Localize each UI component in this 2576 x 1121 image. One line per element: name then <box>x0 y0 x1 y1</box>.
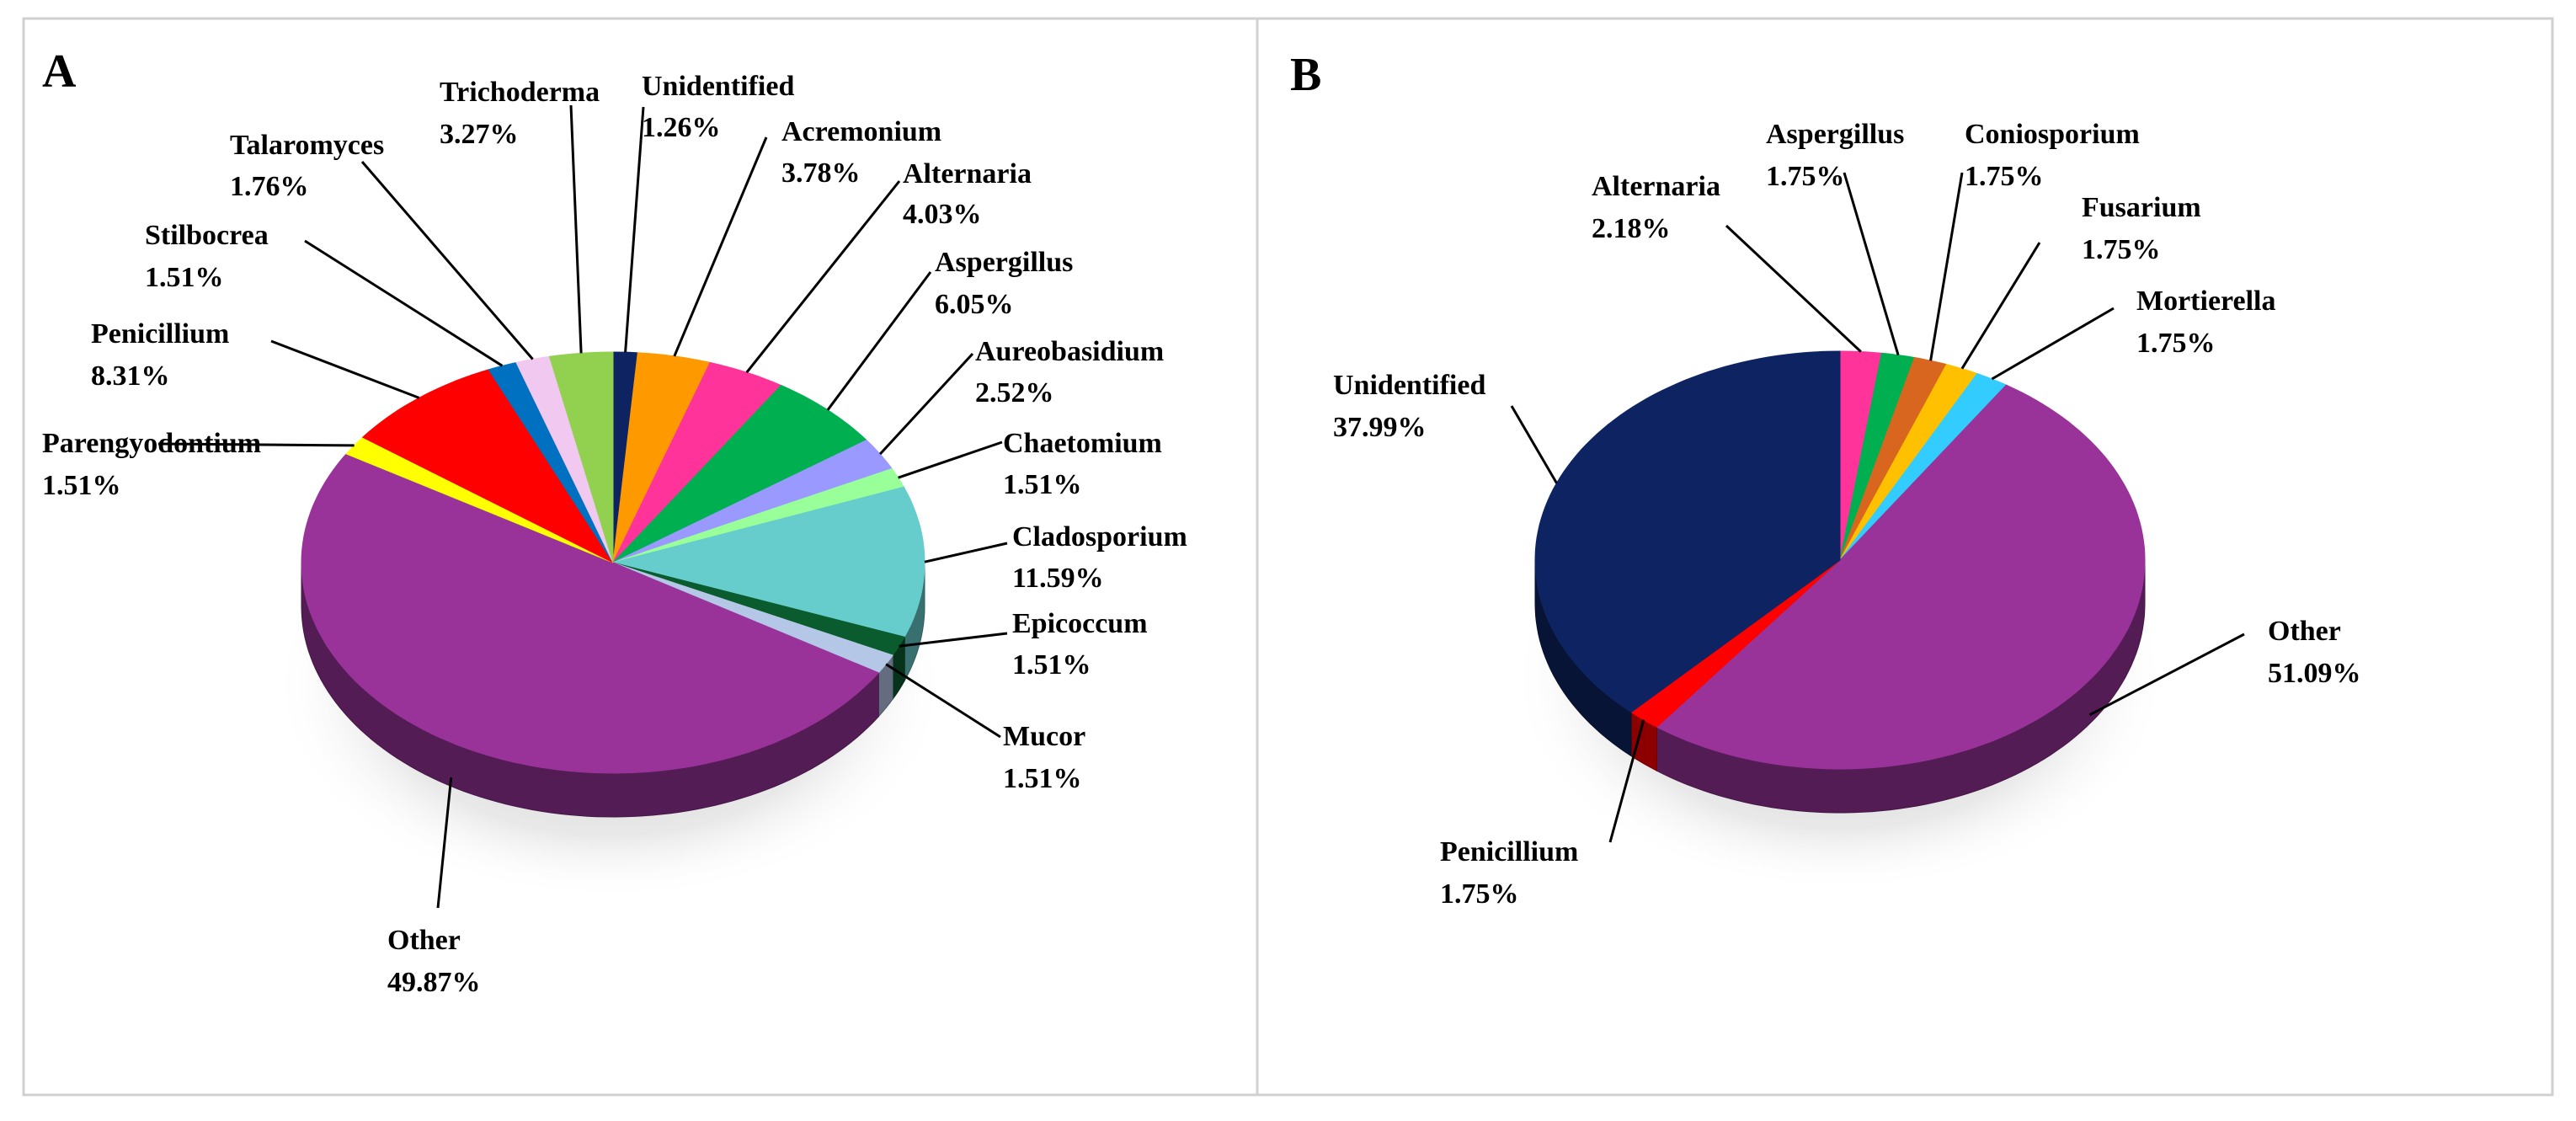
label-a-parengyodontium-name: Parengyodontium <box>42 428 261 459</box>
leader-a-aspergillus <box>826 271 932 411</box>
label-a-aureobasidium-name: Aureobasidium <box>975 336 1164 367</box>
label-a-aspergillus-pct: 6.05% <box>935 289 1014 320</box>
label-b-unidentified-name: Unidentified <box>1333 370 1485 401</box>
pie-a-top <box>301 351 925 774</box>
label-b-other-pct: 51.09% <box>2268 658 2361 689</box>
panel-a-letter: A <box>42 45 77 98</box>
label-b-fusarium-name: Fusarium <box>2082 192 2201 223</box>
pie-b-labels: Alternaria 2.18% Aspergillus 1.75% Conio… <box>1333 119 2361 910</box>
label-a-chaetomium-pct: 1.51% <box>1003 469 1082 500</box>
label-b-alternaria-pct: 2.18% <box>1592 213 1671 244</box>
pie-chart-a: Unidentified 1.26% Acremonium 3.78% Alte… <box>42 71 1187 998</box>
label-b-other-name: Other <box>2268 616 2341 647</box>
label-b-aspergillus-name: Aspergillus <box>1766 119 1904 150</box>
label-a-parengyodontium-pct: 1.51% <box>42 470 121 501</box>
label-a-talaromyces-pct: 1.76% <box>230 171 309 202</box>
leader-a-parengyodontium <box>157 442 355 447</box>
label-b-coniosporium-pct: 1.75% <box>1965 161 2044 192</box>
label-a-trichoderma-name: Trichoderma <box>440 77 600 108</box>
pie-b-slice-other <box>1656 384 2146 770</box>
label-b-penicillium-pct: 1.75% <box>1440 878 1519 910</box>
leader-b-other <box>2088 633 2245 717</box>
label-a-cladosporium-pct: 11.59% <box>1012 563 1104 594</box>
leader-a-unidentified <box>624 106 645 353</box>
label-a-epicoccum-name: Epicoccum <box>1012 608 1148 639</box>
pie-b-top <box>1534 350 2146 770</box>
label-a-talaromyces-name: Talaromyces <box>230 130 384 161</box>
leader-b-mortierella <box>1991 307 2115 381</box>
label-a-stilbocrea-pct: 1.51% <box>145 262 224 293</box>
label-b-mortierella-name: Mortierella <box>2136 286 2276 317</box>
label-a-unidentified-pct: 1.26% <box>642 112 721 143</box>
leader-a-alternaria <box>745 180 901 374</box>
leader-b-alternaria <box>1725 224 1862 353</box>
pie-a-labels: Unidentified 1.26% Acremonium 3.78% Alte… <box>42 71 1187 998</box>
label-a-mucor-pct: 1.51% <box>1003 763 1082 794</box>
pie-a-slice-trichoderma <box>548 351 614 563</box>
label-a-other-name: Other <box>387 925 461 956</box>
pie-chart-b: Alternaria 2.18% Aspergillus 1.75% Conio… <box>1333 119 2361 910</box>
pie-b-side <box>1534 559 2146 814</box>
leader-b-coniosporium <box>1929 172 1964 361</box>
leader-a-talaromyces <box>360 161 534 360</box>
leader-a-acremonium <box>673 136 768 357</box>
label-a-unidentified-name: Unidentified <box>642 71 794 102</box>
label-b-alternaria-name: Alternaria <box>1592 171 1720 202</box>
leader-a-mucor <box>885 663 1001 739</box>
pie-a-slice-cladosporium <box>612 486 925 638</box>
leader-b-unidentified <box>1510 405 1558 484</box>
leader-b-fusarium <box>1960 242 2041 370</box>
label-b-mortierella-pct: 1.75% <box>2136 328 2216 359</box>
label-a-acremonium-name: Acremonium <box>781 116 941 147</box>
leader-b-penicillium <box>1608 719 1645 843</box>
leader-a-epicoccum <box>899 632 1008 648</box>
label-a-cladosporium-name: Cladosporium <box>1012 521 1187 552</box>
leader-a-cladosporium <box>924 542 1008 563</box>
label-a-alternaria-name: Alternaria <box>903 158 1032 190</box>
label-a-penicillium-pct: 8.31% <box>91 360 170 392</box>
leader-a-other <box>436 777 453 909</box>
pie-a-leaders <box>157 104 1008 909</box>
panel-b-letter: B <box>1290 49 1321 101</box>
leader-a-trichoderma <box>569 104 583 354</box>
label-a-trichoderma-pct: 3.27% <box>440 119 519 150</box>
label-a-stilbocrea-name: Stilbocrea <box>145 220 269 251</box>
label-a-alternaria-pct: 4.03% <box>903 199 982 230</box>
label-a-aureobasidium-pct: 2.52% <box>975 377 1054 408</box>
pie-a-slice-other <box>301 453 880 774</box>
label-b-fusarium-pct: 1.75% <box>2082 234 2161 265</box>
label-a-penicillium-name: Penicillium <box>91 318 229 350</box>
label-b-penicillium-name: Penicillium <box>1440 836 1578 867</box>
leader-a-stilbocrea <box>304 239 504 367</box>
label-a-other-pct: 49.87% <box>387 967 481 998</box>
label-b-coniosporium-name: Coniosporium <box>1965 119 2140 150</box>
label-a-aspergillus-name: Aspergillus <box>935 247 1073 278</box>
leader-a-aureobasidium <box>878 352 974 456</box>
label-a-acremonium-pct: 3.78% <box>781 157 861 189</box>
label-a-chaetomium-name: Chaetomium <box>1003 428 1162 459</box>
label-b-unidentified-pct: 37.99% <box>1333 412 1427 443</box>
leader-a-penicillium <box>270 339 420 399</box>
label-a-mucor-name: Mucor <box>1003 721 1085 752</box>
leader-a-chaetomium <box>898 440 1003 479</box>
label-b-aspergillus-pct: 1.75% <box>1766 161 1845 192</box>
leader-b-aspergillus <box>1843 172 1900 356</box>
pie-b-leaders <box>1510 172 2245 843</box>
label-a-epicoccum-pct: 1.51% <box>1012 649 1091 681</box>
